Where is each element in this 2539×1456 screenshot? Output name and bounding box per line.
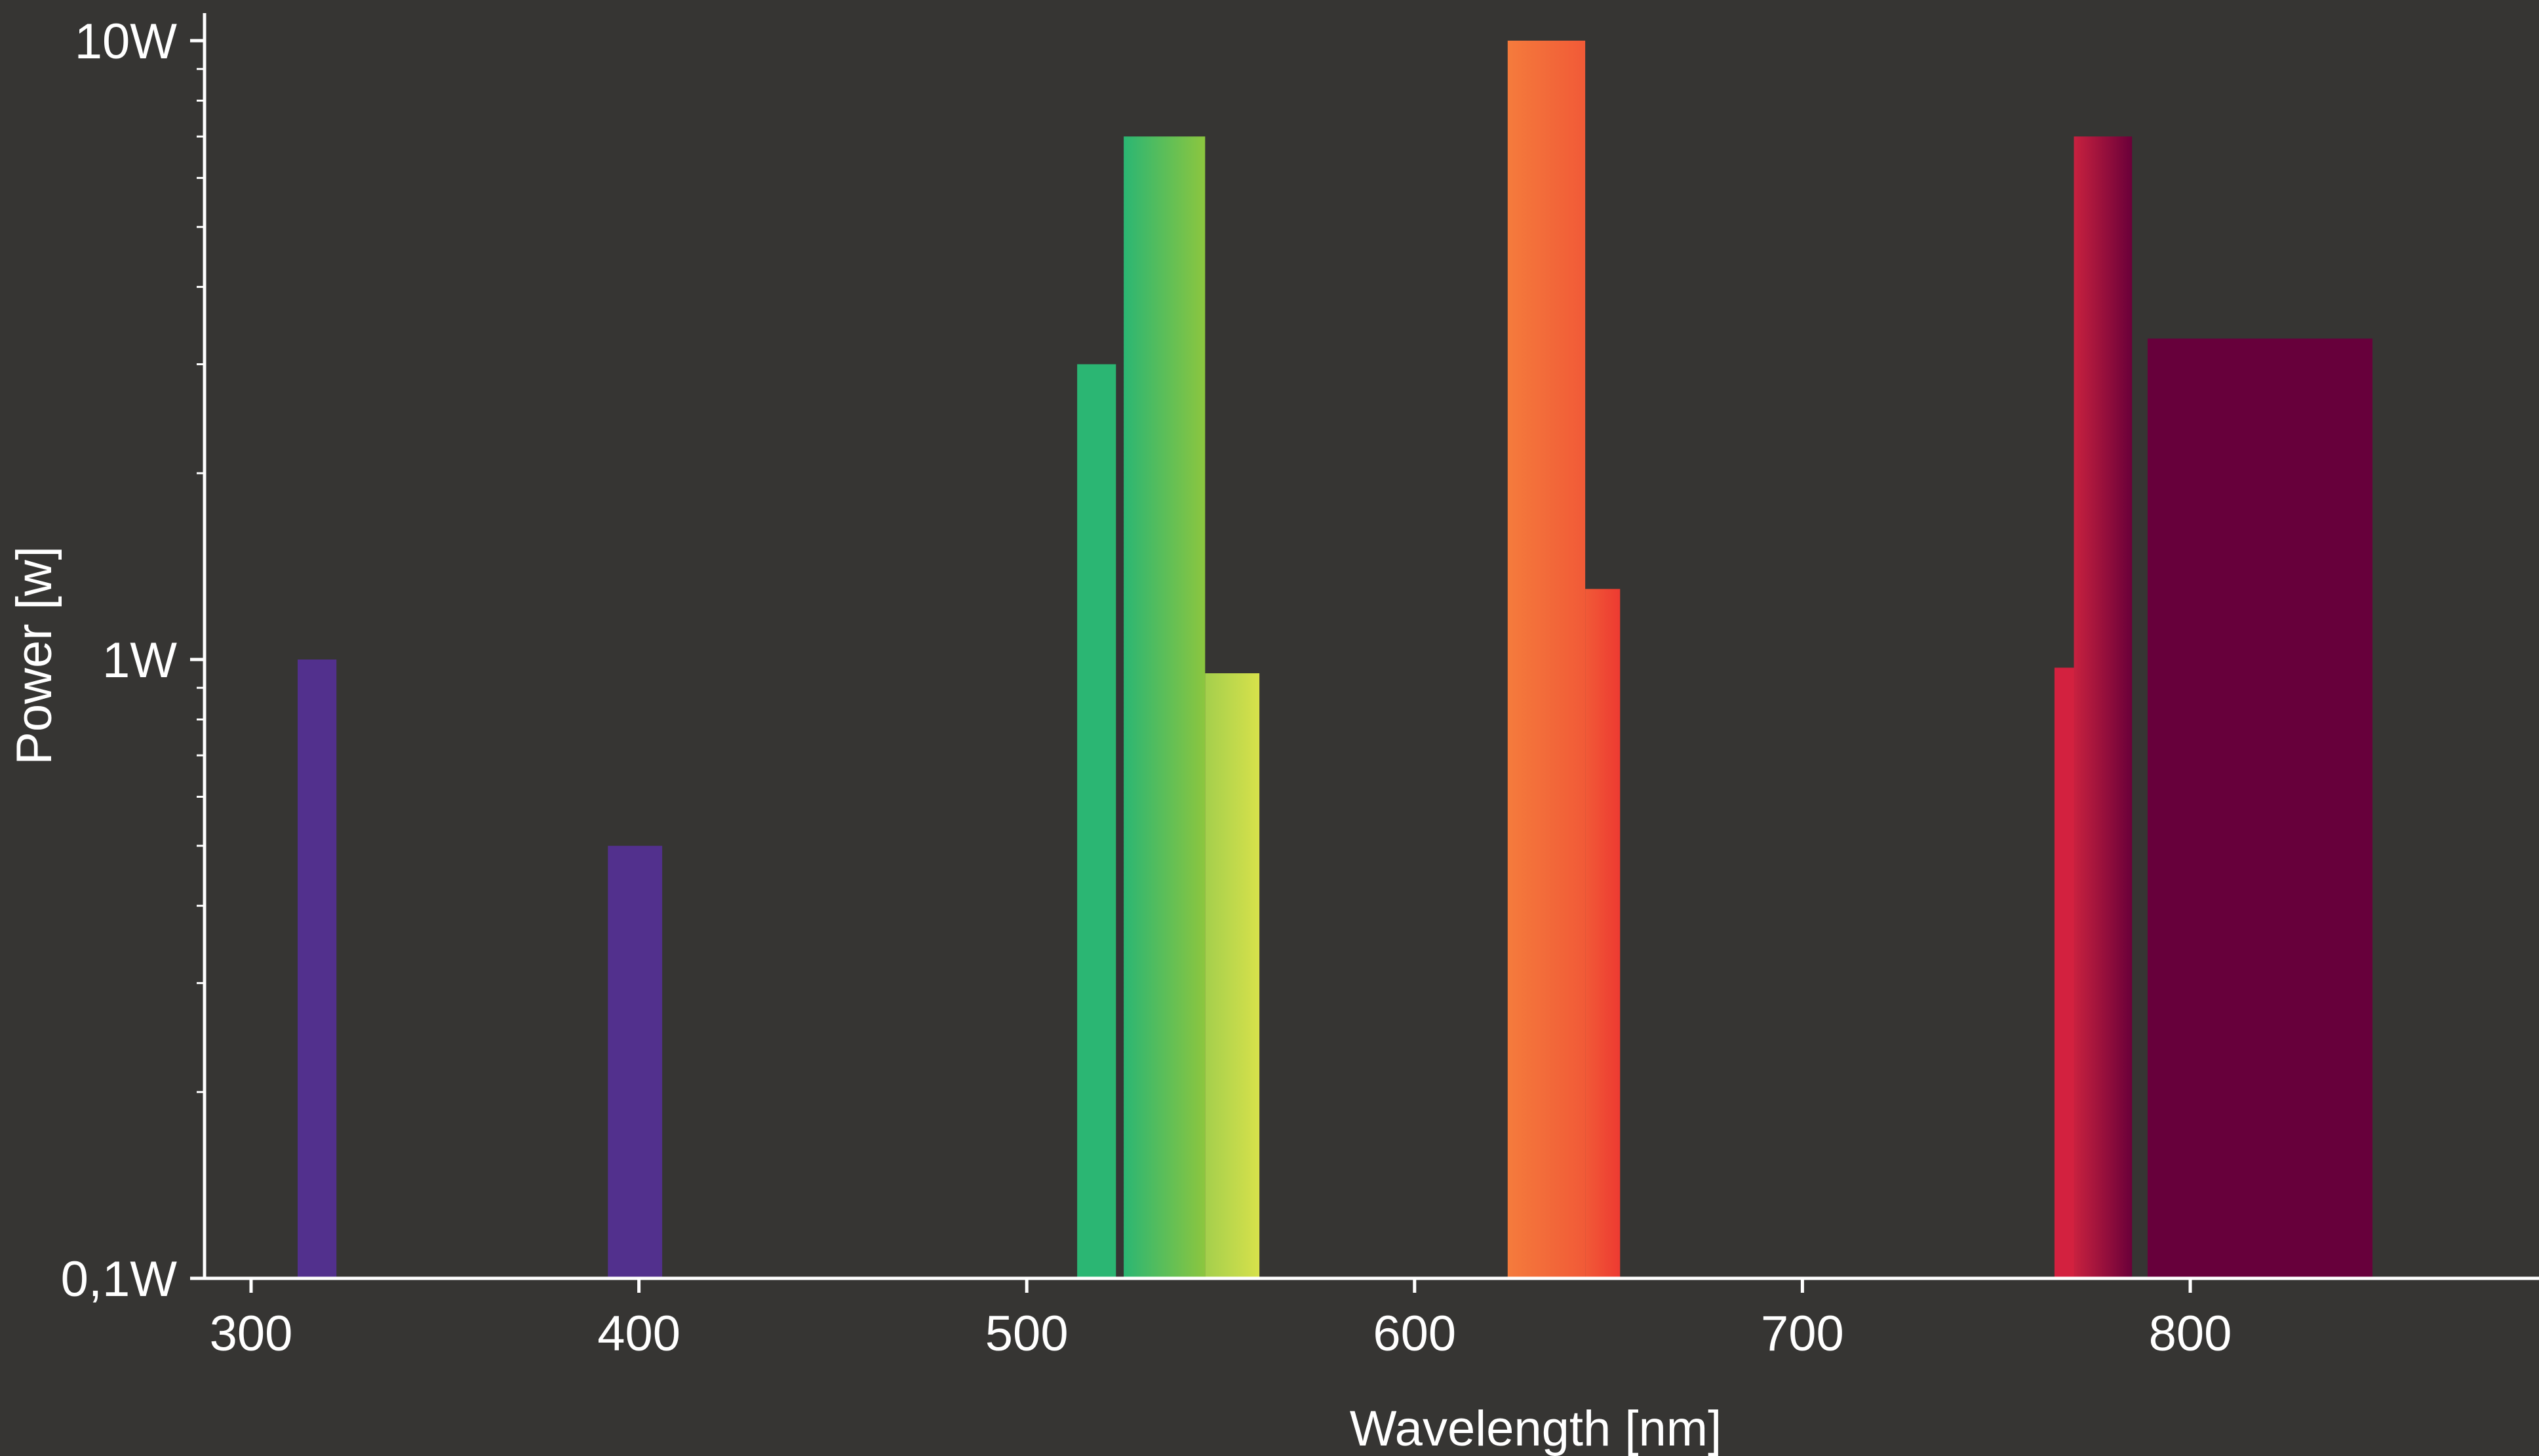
bar-312-322nm: [298, 659, 337, 1278]
bar-770-785nm: [2074, 136, 2133, 1279]
bar-789-847nm: [2147, 338, 2372, 1278]
bar-624-644nm: [1507, 41, 1586, 1278]
x-tick-label-400: 400: [597, 1306, 680, 1362]
x-axis-title: Wavelength [nm]: [1350, 1401, 1722, 1456]
bar-546-560nm: [1205, 673, 1260, 1278]
axes-layer: [203, 13, 2539, 1280]
bars-layer: [298, 41, 2372, 1279]
bar-644-653nm: [1585, 589, 1621, 1278]
y-tick-label-1: 1W: [102, 633, 177, 688]
x-tick-label-600: 600: [1373, 1306, 1456, 1362]
x-tick-label-500: 500: [985, 1306, 1069, 1362]
y-tick-label-0.1: 0,1W: [61, 1251, 178, 1307]
bar-525-546nm: [1124, 136, 1206, 1279]
bar-392-406nm: [608, 846, 663, 1278]
bar-765-770nm: [2054, 667, 2074, 1278]
x-tick-label-700: 700: [1761, 1306, 1844, 1362]
y-axis-title: Power [w]: [7, 546, 62, 765]
x-tick-label-300: 300: [210, 1306, 293, 1362]
x-tick-label-800: 800: [2149, 1306, 2232, 1362]
y-tick-label-10: 10W: [75, 14, 178, 69]
ticks-layer: 300 400 500 600 700 800 0,1W 1W 10W: [61, 14, 2232, 1362]
bar-513-523nm: [1077, 364, 1116, 1278]
